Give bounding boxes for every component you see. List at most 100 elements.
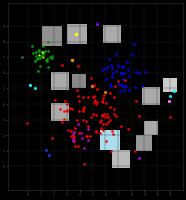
Point [112, 71, 115, 74]
Point [62, 118, 65, 121]
Point [59, 79, 62, 83]
Point [119, 157, 122, 160]
Point [114, 84, 117, 87]
Point [82, 105, 85, 108]
Point [116, 65, 119, 68]
Point [125, 61, 128, 64]
Point [46, 40, 49, 43]
Point [101, 68, 104, 72]
Point [119, 71, 122, 74]
Point [41, 45, 44, 48]
Point [137, 157, 140, 160]
Point [20, 56, 23, 59]
Point [66, 109, 69, 113]
Point [120, 71, 123, 75]
Point [90, 115, 93, 119]
Point [46, 50, 49, 53]
Point [31, 44, 34, 47]
Point [120, 83, 123, 86]
Point [105, 122, 108, 126]
Point [169, 84, 172, 87]
Point [111, 75, 114, 79]
Point [143, 141, 146, 145]
Point [66, 102, 69, 106]
Point [86, 135, 89, 138]
Point [120, 125, 123, 128]
Point [39, 65, 42, 68]
Point [105, 112, 108, 115]
Point [62, 110, 65, 113]
Point [105, 77, 108, 80]
Point [42, 50, 45, 53]
Point [92, 101, 95, 104]
Point [127, 88, 130, 92]
Point [41, 52, 44, 55]
Point [99, 120, 102, 123]
Point [46, 57, 49, 60]
Point [124, 78, 127, 81]
Point [80, 131, 83, 135]
Point [105, 139, 108, 142]
Point [94, 130, 97, 133]
Point [33, 60, 36, 63]
Point [108, 83, 111, 86]
Point [34, 54, 37, 58]
Point [48, 153, 51, 157]
Point [108, 57, 110, 61]
Point [75, 32, 78, 35]
Point [45, 148, 48, 152]
Point [71, 134, 74, 137]
Point [118, 82, 121, 86]
Point [168, 115, 171, 119]
Point [100, 114, 103, 118]
Point [109, 85, 112, 88]
Point [91, 113, 94, 116]
Point [74, 145, 77, 148]
Point [126, 127, 129, 130]
Point [134, 149, 137, 152]
Point [77, 94, 80, 97]
Point [95, 87, 98, 90]
Point [111, 67, 114, 70]
Point [51, 34, 54, 38]
Point [124, 84, 127, 87]
Point [37, 57, 40, 60]
Point [114, 70, 117, 73]
Point [81, 107, 84, 111]
Point [86, 95, 89, 98]
Point [113, 107, 116, 111]
Point [71, 139, 74, 142]
Point [115, 52, 118, 55]
Point [100, 99, 103, 102]
Point [37, 53, 40, 57]
Point [38, 48, 41, 51]
Point [122, 72, 125, 75]
Point [41, 50, 44, 54]
Point [133, 86, 136, 89]
Point [61, 63, 64, 67]
Point [54, 98, 57, 102]
Point [95, 103, 98, 106]
Point [107, 115, 110, 119]
Point [99, 126, 102, 129]
Point [104, 67, 107, 70]
Point [76, 32, 78, 36]
Point [42, 53, 45, 56]
Point [110, 129, 113, 132]
Point [104, 90, 107, 94]
Point [98, 132, 101, 135]
Point [109, 139, 112, 142]
Point [63, 100, 66, 103]
Point [89, 77, 92, 80]
Point [50, 137, 53, 140]
Point [93, 83, 96, 87]
Point [66, 108, 69, 111]
Point [69, 135, 72, 138]
Point [112, 132, 115, 135]
Point [95, 101, 98, 104]
Point [71, 133, 74, 136]
Point [108, 105, 111, 108]
Point [173, 90, 176, 93]
Point [112, 95, 115, 98]
Point [149, 126, 152, 129]
